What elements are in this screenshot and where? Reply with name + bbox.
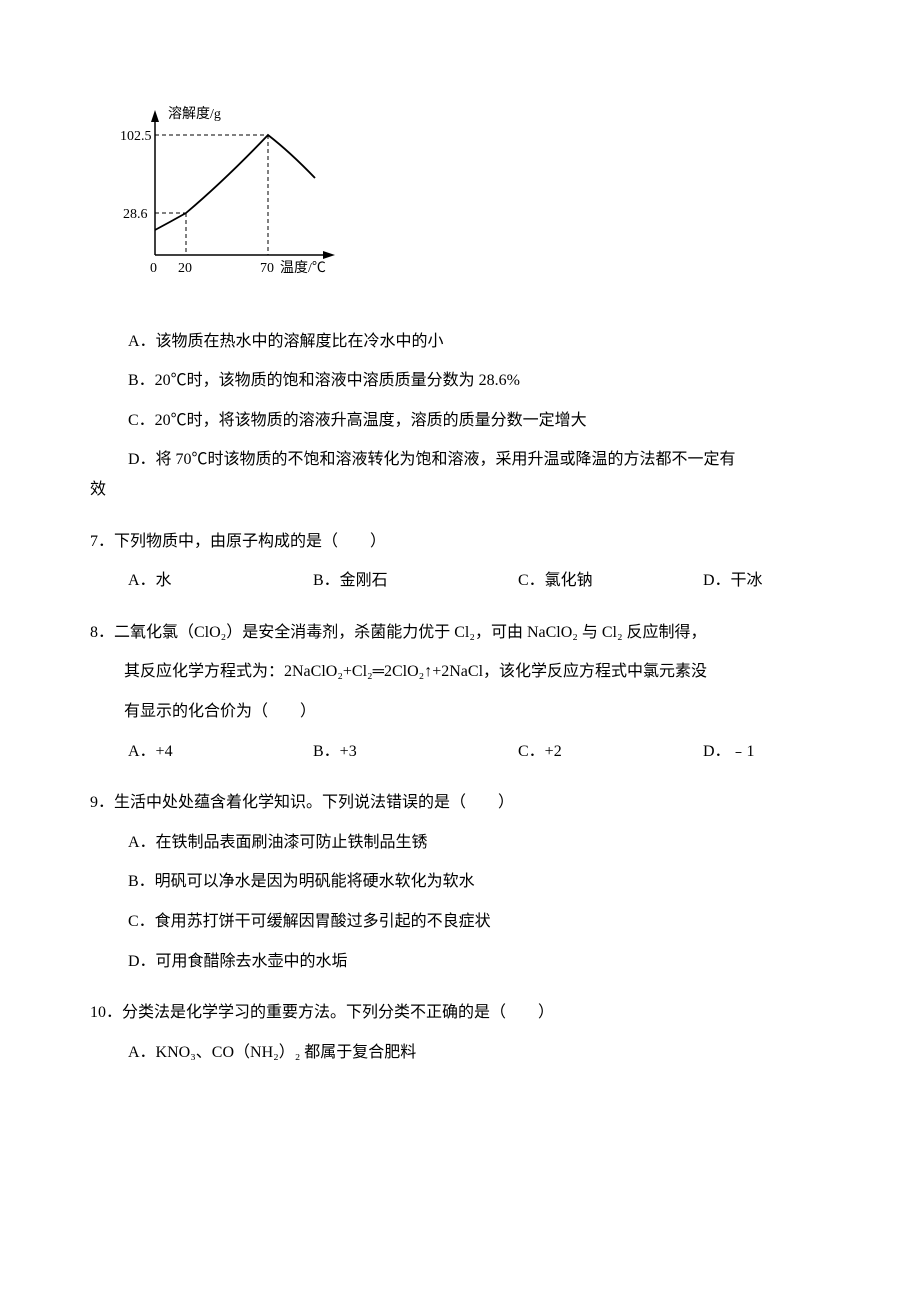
q8-stem-3: 有显示的化合价为（ ）	[90, 699, 830, 725]
q10-stem: 10．分类法是化学学习的重要方法。下列分类不正确的是（ ）	[90, 1000, 830, 1026]
svg-text:28.6: 28.6	[123, 207, 148, 222]
q6-option-d-line1: D．将 70℃时该物质的不饱和溶液转化为饱和溶液，采用升温或降温的方法都不一定有	[90, 447, 830, 473]
question-6-options: A．该物质在热水中的溶解度比在冷水中的小 B．20℃时，该物质的饱和溶液中溶质质…	[90, 329, 830, 503]
q8-stem-1: 8．二氧化氯（ClO₂）是安全消毒剂，杀菌能力优于 Cl₂，可由 NaClO₂ …	[90, 620, 830, 646]
q9-option-d: D．可用食醋除去水壶中的水垢	[90, 949, 830, 975]
q6-option-b: B．20℃时，该物质的饱和溶液中溶质质量分数为 28.6%	[90, 368, 830, 394]
q6-option-c: C．20℃时，将该物质的溶液升高温度，溶质的质量分数一定增大	[90, 408, 830, 434]
q9-option-b: B．明矾可以净水是因为明矾能将硬水软化为软水	[90, 869, 830, 895]
solubility-chart: 102.5 28.6 0 20 70 溶解度/g 温度/℃	[120, 100, 830, 299]
question-9: 9．生活中处处蕴含着化学知识。下列说法错误的是（ ） A．在铁制品表面刷油漆可防…	[90, 790, 830, 974]
document-page: 102.5 28.6 0 20 70 溶解度/g 温度/℃ A．该物质在热水中的…	[0, 0, 920, 1302]
question-10: 10．分类法是化学学习的重要方法。下列分类不正确的是（ ） A．KNO₃、CO（…	[90, 1000, 830, 1065]
q8-stem-2: 其反应化学方程式为：2NaClO₂+Cl₂═2ClO₂↑+2NaCl，该化学反应…	[90, 659, 830, 685]
q7-option-a: A．水	[128, 568, 313, 594]
q9-option-a: A．在铁制品表面刷油漆可防止铁制品生锈	[90, 830, 830, 856]
q8-options-row: A．+4 B．+3 C．+2 D．﹣1	[90, 739, 830, 765]
q9-option-c: C．食用苏打饼干可缓解因胃酸过多引起的不良症状	[90, 909, 830, 935]
svg-text:溶解度/g: 溶解度/g	[168, 106, 221, 122]
svg-text:温度/℃: 温度/℃	[280, 260, 326, 276]
q7-option-c: C．氯化钠	[518, 568, 703, 594]
svg-text:102.5: 102.5	[120, 129, 152, 144]
q10-option-a: A．KNO₃、CO（NH₂）₂ 都属于复合肥料	[90, 1040, 830, 1066]
q6-option-d-line2: 效	[90, 477, 830, 503]
q7-option-b: B．金刚石	[313, 568, 518, 594]
svg-text:70: 70	[260, 261, 274, 276]
svg-text:20: 20	[178, 261, 192, 276]
svg-text:0: 0	[150, 261, 157, 276]
q7-stem: 7．下列物质中，由原子构成的是（ ）	[90, 529, 830, 555]
q8-option-a: A．+4	[128, 739, 313, 765]
q8-option-b: B．+3	[313, 739, 518, 765]
q7-options-row: A．水 B．金刚石 C．氯化钠 D．干冰	[90, 568, 830, 594]
q9-stem: 9．生活中处处蕴含着化学知识。下列说法错误的是（ ）	[90, 790, 830, 816]
q7-option-d: D．干冰	[703, 568, 830, 594]
q6-option-a: A．该物质在热水中的溶解度比在冷水中的小	[90, 329, 830, 355]
chart-svg: 102.5 28.6 0 20 70 溶解度/g 温度/℃	[120, 100, 360, 290]
question-8: 8．二氧化氯（ClO₂）是安全消毒剂，杀菌能力优于 Cl₂，可由 NaClO₂ …	[90, 620, 830, 764]
q8-option-d: D．﹣1	[703, 739, 830, 765]
q8-option-c: C．+2	[518, 739, 703, 765]
question-7: 7．下列物质中，由原子构成的是（ ） A．水 B．金刚石 C．氯化钠 D．干冰	[90, 529, 830, 594]
